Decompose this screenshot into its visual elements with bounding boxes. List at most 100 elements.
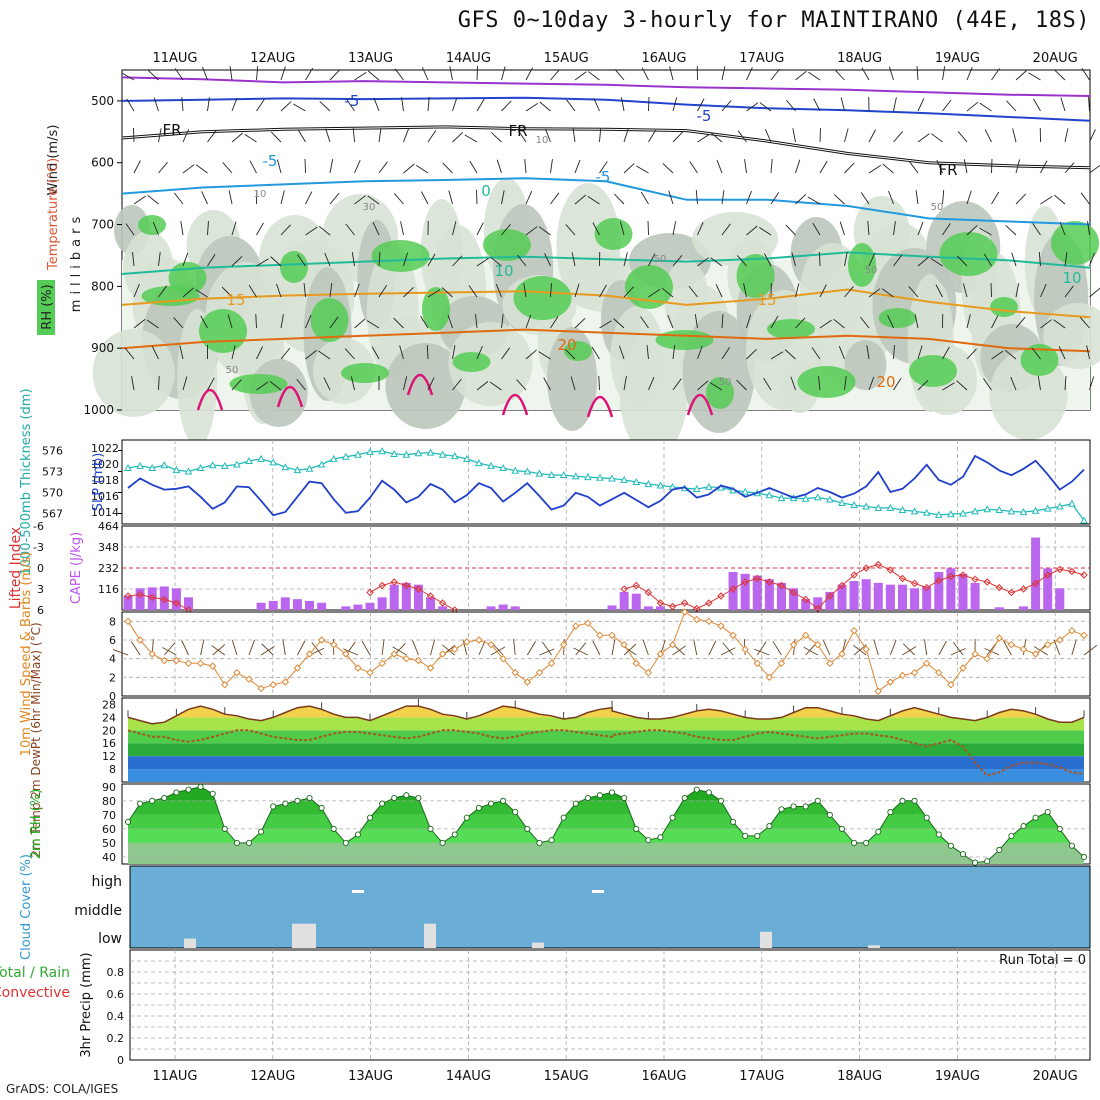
isotherm-25-loop: [501, 393, 529, 416]
wind-speed-point: [826, 659, 834, 668]
wind-speed-point: [644, 668, 653, 677]
humidity-point: [657, 834, 664, 841]
wind-barb: [354, 195, 366, 205]
wind-barb: [366, 320, 380, 329]
li-point: [753, 574, 761, 583]
cape-bars: [123, 537, 1065, 610]
surface-barb: [853, 645, 867, 656]
cape-bar: [607, 605, 617, 610]
humidity-point: [984, 858, 991, 865]
wind-barb: [427, 289, 441, 298]
wind-barb: [550, 159, 553, 174]
thickness-point: [220, 461, 229, 469]
rh-saturated-cell: [1051, 221, 1099, 265]
wind-barb: [746, 348, 757, 360]
wind-barb: [893, 254, 903, 267]
cloud-panel: high middle low Cloud Cover (%): [19, 854, 1091, 960]
surface-barb: [112, 649, 129, 656]
surface-barb: [181, 640, 189, 656]
wind-barb: [811, 347, 821, 360]
wind-barb: [648, 376, 655, 391]
temperature-axis-label: 2m Temp 2m DewPt (6hr Min/Max) (°C): [29, 622, 43, 857]
cape-bar: [922, 586, 932, 610]
rh-saturated-cell: [513, 276, 572, 320]
wind-barb: [917, 221, 924, 236]
wind-barb: [763, 377, 772, 391]
surface-barb: [873, 639, 879, 656]
wind-barb: [256, 222, 264, 236]
wind-barb: [818, 376, 821, 391]
wind-barb: [447, 314, 453, 329]
surface-barb: [754, 648, 770, 656]
wind-barb: [662, 163, 674, 174]
wind-barb: [669, 66, 674, 81]
wind-barb: [844, 128, 849, 143]
cape-bar: [268, 600, 278, 610]
wind-barb: [182, 287, 194, 298]
contour-label: 15: [757, 291, 776, 309]
upper-air-panel: 500 600 700 800 900 1000 -5 -5 FR FR FR -5 -5 0 10 10 1…: [37, 65, 1100, 456]
bottom-date-label: 15AUG: [544, 1069, 589, 1084]
wind-barb: [158, 161, 168, 174]
slp-tick-label: 1020: [91, 458, 119, 471]
wind-barb: [276, 159, 282, 174]
thickness-point: [922, 508, 931, 516]
wind-barb: [442, 162, 453, 174]
rh-saturated-cell: [797, 366, 856, 398]
isotherm--5: [121, 96, 1091, 122]
humidity-point: [1056, 825, 1063, 832]
cape-bar: [123, 595, 133, 610]
wind-barb: [813, 98, 821, 112]
wind-barb: [1037, 376, 1041, 391]
humidity-point: [996, 846, 1003, 854]
rh-saturated-cell: [371, 240, 430, 272]
cloud-bar-low: [760, 931, 772, 948]
humidity-point: [209, 790, 216, 797]
wind-barb: [963, 159, 968, 174]
wind-barb: [399, 345, 404, 360]
wind-barb: [1015, 70, 1027, 81]
rh-cell: [844, 340, 887, 390]
li-point: [983, 578, 991, 586]
wind-barb: [249, 160, 257, 174]
temperature-tick-label: 20: [102, 724, 116, 737]
wind-barb: [942, 223, 951, 236]
contour-label: 10: [254, 189, 267, 200]
humidity-axis-label: 2m RH (%): [29, 789, 44, 860]
thickness-point: [934, 510, 943, 518]
wind-barb: [305, 226, 318, 236]
cape-bar: [317, 602, 327, 610]
wind-barb: [917, 133, 930, 143]
dewpoint-line: [127, 729, 1085, 777]
wind-barb: [868, 129, 876, 143]
surface-barb: [361, 640, 371, 656]
wind-barb: [623, 128, 629, 143]
wind-barb: [991, 68, 1000, 81]
cape-bar: [813, 597, 823, 610]
cape-bar: [849, 581, 859, 610]
wind-speed-point: [1056, 636, 1064, 644]
wind-barb: [545, 128, 551, 143]
wind-barb: [566, 99, 576, 112]
cape-bar: [837, 584, 847, 610]
wind-barb: [770, 351, 784, 360]
wind-barb: [591, 346, 600, 360]
wind-barb: [490, 256, 502, 267]
wind-speed-point: [1007, 640, 1016, 649]
bottom-date-label: 17AUG: [739, 1069, 784, 1084]
wind-barb: [588, 71, 600, 81]
wind-barb: [501, 100, 512, 112]
wind-barb: [476, 98, 485, 112]
thickness-point: [838, 498, 846, 506]
wind-barb: [1064, 128, 1069, 143]
wind-barb: [623, 163, 635, 174]
wind-barb: [468, 285, 478, 298]
wind-barb: [1088, 97, 1090, 112]
wind-speed-point: [438, 650, 447, 658]
wind-barb: [1040, 195, 1053, 205]
surface-barb: [478, 640, 486, 656]
wind-barb: [834, 69, 845, 81]
top-date-label: 15AUG: [544, 51, 589, 66]
isotherm-lines: [121, 76, 1091, 418]
humidity-point: [935, 831, 942, 838]
